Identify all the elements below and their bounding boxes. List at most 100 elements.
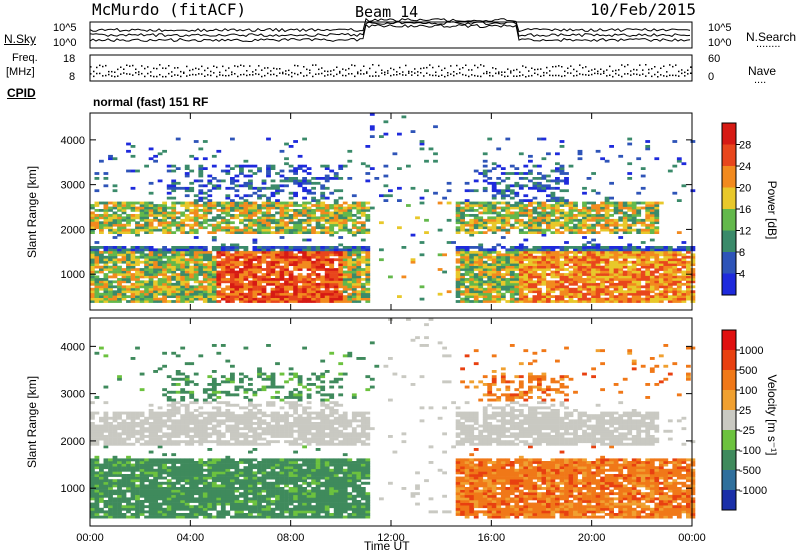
heatmap-cell — [148, 489, 154, 493]
heatmap-cell — [153, 282, 158, 286]
heatmap-cell — [654, 214, 660, 217]
heatmap-cell — [658, 297, 664, 301]
heatmap-cell — [275, 172, 280, 175]
heatmap-cell — [559, 246, 565, 249]
heatmap-cell — [293, 278, 298, 281]
heatmap-cell — [211, 246, 217, 249]
heatmap-cell — [184, 270, 190, 274]
nave-point — [96, 72, 98, 75]
heatmap-cell — [649, 206, 655, 210]
heatmap-cell — [306, 273, 312, 276]
heatmap-cell — [171, 268, 177, 271]
heatmap-cell — [640, 206, 646, 210]
heatmap-cell — [324, 226, 330, 230]
heatmap-cell — [482, 211, 488, 215]
heatmap-cell — [153, 481, 158, 485]
heatmap-cell — [482, 263, 488, 266]
heatmap-cell — [645, 263, 651, 266]
heatmap-cell — [135, 209, 140, 212]
heatmap-cell — [112, 489, 118, 493]
freq-point — [273, 67, 275, 70]
heatmap-cell — [139, 487, 145, 490]
heatmap-cell — [302, 206, 307, 210]
heatmap-cell — [94, 221, 100, 225]
heatmap-cell — [347, 270, 353, 274]
heatmap-cell — [216, 285, 222, 289]
heatmap-cell — [257, 206, 262, 210]
heatmap-cell — [220, 179, 226, 183]
heatmap-cell — [329, 268, 335, 271]
heatmap-cell — [94, 263, 100, 266]
heatmap-cell — [546, 265, 551, 269]
heatmap-cell — [130, 416, 136, 420]
heatmap-cell — [297, 218, 303, 222]
heatmap-cell — [130, 463, 136, 467]
heatmap-cell — [302, 285, 307, 289]
heatmap-cell — [338, 211, 344, 215]
heatmap-cell — [266, 186, 271, 190]
heatmap-cell — [90, 474, 95, 477]
heatmap-cell — [360, 268, 366, 271]
heatmap-cell — [239, 253, 244, 257]
heatmap-cell — [473, 287, 479, 291]
heatmap-cell — [478, 265, 484, 269]
heatmap-cell — [568, 292, 574, 296]
heatmap-cell — [573, 280, 578, 284]
heatmap-cell — [108, 297, 113, 301]
heatmap-cell — [148, 221, 154, 225]
nave-point — [561, 75, 563, 78]
heatmap-cell — [103, 260, 109, 264]
heatmap-cell — [180, 300, 186, 303]
heatmap-cell — [139, 442, 145, 446]
heatmap-cell — [649, 263, 655, 266]
heatmap-cell — [582, 248, 587, 252]
heatmap-cell — [595, 211, 601, 215]
heatmap-cell — [130, 145, 136, 148]
heatmap-cell — [591, 275, 596, 279]
heatmap-cell — [135, 461, 140, 464]
heatmap-cell — [153, 494, 158, 498]
heatmap-cell — [320, 177, 326, 180]
heatmap-cell — [148, 255, 154, 259]
heatmap-cell — [175, 223, 181, 227]
heatmap-cell — [193, 265, 199, 269]
heatmap-cell — [252, 172, 258, 175]
heatmap-cell — [663, 250, 669, 254]
heatmap-cell — [302, 201, 307, 205]
heatmap-cell — [460, 221, 465, 225]
heatmap-cell — [618, 260, 624, 264]
heatmap-cell — [130, 265, 136, 269]
heatmap-cell — [175, 250, 181, 254]
heatmap-cell — [509, 265, 515, 269]
heatmap-cell — [157, 152, 163, 156]
heatmap-cell — [618, 228, 624, 232]
heatmap-cell — [230, 265, 235, 269]
heatmap-cell — [193, 214, 199, 217]
heatmap-cell — [311, 186, 316, 190]
heatmap-cell — [595, 290, 601, 294]
heatmap-cell — [541, 157, 547, 161]
heatmap-cell — [189, 255, 195, 259]
heatmap-cell — [663, 248, 669, 252]
heatmap-cell — [568, 287, 574, 291]
freq-point — [603, 70, 605, 73]
heatmap-cell — [342, 201, 348, 205]
heatmap-cell — [144, 440, 149, 444]
heatmap-cell — [365, 273, 371, 276]
freq-point — [345, 69, 347, 71]
heatmap-cell — [157, 285, 163, 289]
heatmap-cell — [117, 458, 122, 462]
heatmap-cell — [442, 196, 447, 200]
heatmap-cell — [284, 201, 289, 205]
heatmap-cell — [284, 250, 289, 254]
heatmap-cell — [234, 253, 240, 257]
nave-point — [519, 75, 521, 77]
heatmap-cell — [144, 484, 149, 488]
nave-point — [192, 73, 194, 76]
heatmap-cell — [315, 292, 321, 296]
heatmap-cell — [225, 292, 231, 296]
heatmap-cell — [175, 265, 181, 269]
heatmap-cell — [586, 216, 592, 220]
heatmap-cell — [220, 268, 226, 271]
heatmap-cell — [126, 424, 131, 428]
